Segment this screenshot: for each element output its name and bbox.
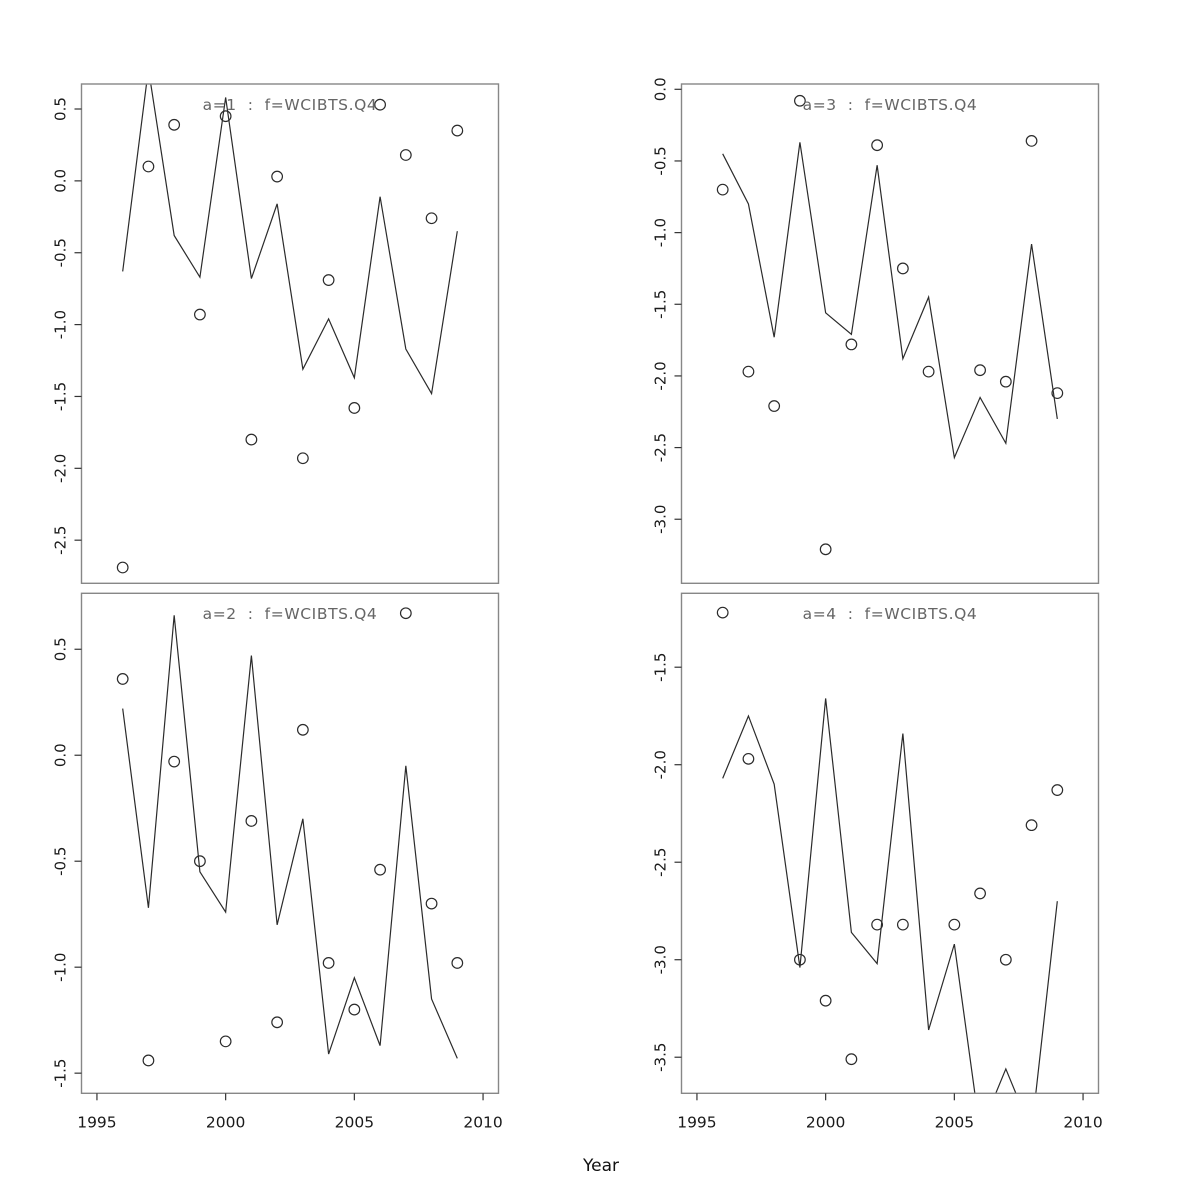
- y-tick-label: 0.5: [52, 97, 70, 121]
- observed-point: [819, 994, 832, 1007]
- panel-box: [680, 83, 1100, 584]
- observed-point: [794, 953, 806, 966]
- observed-point: [742, 365, 755, 378]
- observed-point: [219, 1035, 232, 1048]
- x-axis-title: Year: [583, 1156, 619, 1176]
- observed-point: [871, 139, 884, 152]
- y-tick-label: -3.0: [652, 945, 670, 974]
- observed-point: [451, 957, 464, 969]
- observed-point: [425, 212, 438, 225]
- observed-point: [116, 673, 129, 685]
- observed-point: [296, 723, 309, 736]
- fitted-line-series: [122, 615, 458, 1059]
- observed-point: [974, 887, 986, 900]
- panel-title-a4: a=4 : f=WCIBTS.Q4: [802, 605, 978, 624]
- observed-point: [742, 752, 755, 765]
- observed-point: [348, 1003, 361, 1016]
- panel-box: [80, 592, 500, 1094]
- fitted-line-series: [722, 142, 1058, 460]
- observed-point: [1051, 387, 1064, 400]
- observed-point: [374, 863, 386, 876]
- y-tick-label: -2.5: [52, 526, 70, 555]
- observed-point: [194, 308, 206, 321]
- observed-point: [271, 170, 284, 183]
- y-tick-label: -2.5: [652, 848, 670, 877]
- observed-point: [845, 1053, 858, 1066]
- observed-point: [871, 918, 884, 931]
- y-tick-label: -0.5: [52, 847, 70, 876]
- observed-point: [896, 262, 909, 275]
- observed-point: [896, 918, 909, 931]
- observed-point: [948, 918, 961, 931]
- y-tick-label: -1.5: [52, 1059, 70, 1088]
- observed-point: [168, 755, 181, 768]
- observed-point: [425, 897, 438, 910]
- observed-point: [296, 452, 309, 465]
- panel-box: [680, 592, 1100, 1094]
- observed-point: [168, 118, 181, 131]
- observed-point: [116, 561, 129, 574]
- y-tick-label: -1.0: [52, 953, 70, 982]
- y-tick-label: -0.5: [52, 238, 70, 267]
- observed-point: [922, 365, 935, 378]
- x-tick-label: 2000: [206, 1113, 245, 1131]
- observed-point: [845, 338, 858, 351]
- observed-point: [348, 402, 361, 414]
- y-tick-label: 0.0: [652, 77, 670, 101]
- y-tick-label: -2.5: [652, 433, 670, 462]
- y-tick-label: -3.0: [652, 505, 670, 534]
- y-tick-label: -2.0: [52, 454, 70, 483]
- y-tick-label: -1.5: [52, 382, 70, 411]
- x-tick-label: 2010: [463, 1113, 502, 1131]
- x-tick-label: 2000: [806, 1113, 845, 1131]
- observed-point: [142, 1054, 155, 1067]
- observed-point: [399, 149, 412, 161]
- observed-point: [142, 160, 155, 173]
- observed-point: [1025, 134, 1038, 147]
- observed-point: [974, 364, 986, 377]
- observed-point: [322, 957, 335, 969]
- x-tick-label: 1995: [77, 1113, 116, 1131]
- y-tick-label: -1.5: [652, 653, 670, 682]
- observed-point: [716, 183, 729, 196]
- observed-point: [999, 375, 1012, 388]
- y-tick-label: -1.0: [52, 310, 70, 339]
- observed-point: [768, 400, 781, 412]
- observed-point: [194, 855, 206, 868]
- observed-point: [245, 815, 258, 827]
- y-tick-label: -1.5: [652, 290, 670, 319]
- observed-point: [322, 274, 335, 286]
- observed-point: [999, 953, 1012, 966]
- observed-point: [1051, 784, 1064, 796]
- observed-point: [271, 1016, 284, 1029]
- x-tick-label: 2005: [335, 1113, 374, 1131]
- panel-box: [80, 83, 500, 584]
- panel-title-a3: a=3 : f=WCIBTS.Q4: [802, 96, 978, 114]
- y-tick-label: 0.0: [52, 743, 70, 767]
- y-tick-label: -1.0: [652, 218, 670, 247]
- panel-title-a1: a=1 : f=WCIBTS.Q4: [202, 96, 378, 114]
- x-tick-label: 2010: [1063, 1113, 1102, 1131]
- x-tick-label: 1995: [677, 1113, 716, 1131]
- observed-point: [716, 606, 729, 619]
- x-tick-label: 2005: [935, 1113, 974, 1131]
- observed-point: [1025, 819, 1038, 832]
- y-tick-label: 0.5: [52, 637, 70, 661]
- y-tick-label: -3.5: [652, 1043, 670, 1072]
- fitted-line-series: [122, 84, 458, 396]
- y-tick-label: -2.0: [652, 361, 670, 390]
- observed-point: [819, 543, 832, 556]
- observed-point: [245, 433, 258, 446]
- y-tick-label: 0.0: [52, 169, 70, 193]
- observed-point: [399, 607, 412, 620]
- y-tick-label: -2.0: [652, 750, 670, 779]
- fitted-line-series: [722, 698, 1058, 1094]
- observed-point: [451, 124, 464, 137]
- panel-title-a2: a=2 : f=WCIBTS.Q4: [202, 605, 378, 624]
- y-tick-label: -0.5: [652, 146, 670, 175]
